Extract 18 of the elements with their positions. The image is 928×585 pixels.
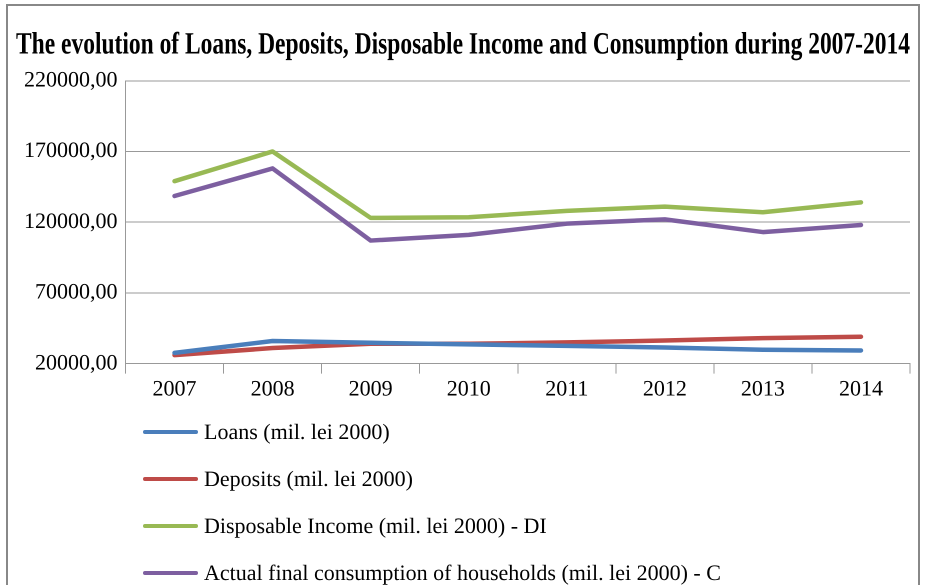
x-tick-label: 2011 [545, 376, 588, 401]
x-tick-label: 2013 [740, 376, 785, 401]
y-tick-label: 220000,00 [24, 66, 118, 92]
x-tick-label: 2012 [642, 376, 687, 401]
chart-title: The evolution of Loans, Deposits, Disposable Income and Consumption during 2007-2014 [16, 25, 910, 62]
legend-label: Deposits (mil. lei 2000) [204, 466, 413, 492]
legend-label: Actual final consumption of households (mil. lei 2000) - C [204, 560, 721, 585]
x-tick-label: 2007 [152, 376, 197, 401]
x-tick-label: 2008 [250, 376, 295, 401]
y-tick-label: 120000,00 [24, 208, 118, 233]
x-tick-label: 2009 [348, 376, 393, 401]
x-tick-label: 2014 [838, 376, 883, 401]
y-tick-label: 170000,00 [24, 137, 118, 162]
y-tick-label: 20000,00 [35, 349, 118, 374]
y-tick-label: 70000,00 [35, 278, 118, 304]
legend-label: Loans (mil. lei 2000) [204, 418, 390, 444]
legend-label: Disposable Income (mil. lei 2000) - DI [204, 512, 547, 538]
x-tick-label: 2010 [446, 376, 491, 401]
